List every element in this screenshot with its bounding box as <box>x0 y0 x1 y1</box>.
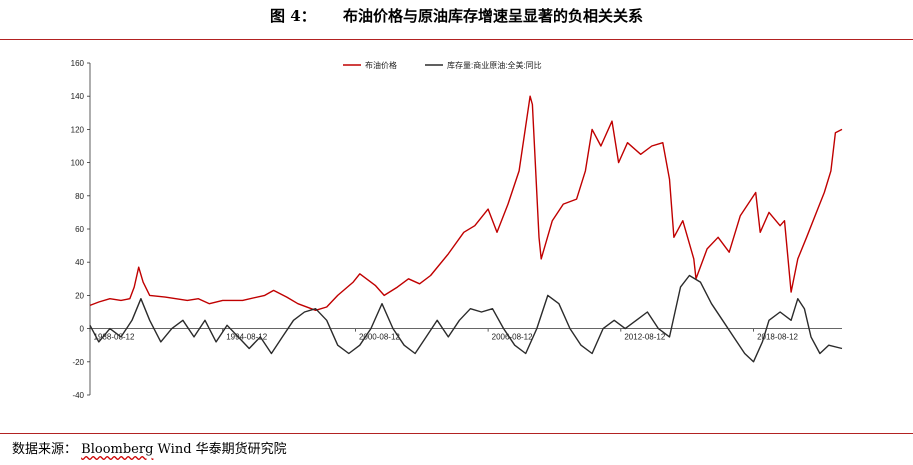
x-tick-label: 2006-08-12 <box>492 333 533 342</box>
legend-label-crude-inventory-yoy: 库存量:商业原油:全美:同比 <box>447 60 542 70</box>
source-prefix: 数据来源： <box>12 442 78 457</box>
series-line-crude-inventory-yoy <box>89 274 843 363</box>
figure-title: 图 4： 布油价格与原油库存增速呈显著的负相关关系 <box>0 5 913 26</box>
y-tick-label: 160 <box>71 59 85 68</box>
y-tick-label: 80 <box>75 192 84 201</box>
bottom-divider <box>0 433 913 434</box>
y-tick-label: 0 <box>80 325 85 334</box>
x-tick-label: 2000-08-12 <box>359 333 400 342</box>
figure-label: 图 4： <box>270 7 316 25</box>
y-tick-label: 60 <box>75 225 84 234</box>
figure-header: 图 4： 布油价格与原油库存增速呈显著的负相关关系 <box>0 0 913 34</box>
legend-label-brent-price: 布油价格 <box>365 60 397 70</box>
source-rest: Wind 华泰期货研究院 <box>157 442 287 457</box>
figure-title-text: 布油价格与原油库存增速呈显著的负相关关系 <box>342 7 643 25</box>
top-divider <box>0 39 913 40</box>
data-source: 数据来源： Bloomberg Wind 华泰期货研究院 <box>12 438 287 457</box>
y-tick-label: 140 <box>71 92 85 101</box>
x-tick-label: 1994-08-12 <box>226 333 267 342</box>
y-tick-label: -20 <box>72 358 84 367</box>
x-tick-label: 2018-08-12 <box>757 333 798 342</box>
y-tick-label: 120 <box>71 125 85 134</box>
series-line-brent-price <box>89 95 843 311</box>
x-tick-label: 1988-08-12 <box>94 333 135 342</box>
y-tick-label: 20 <box>75 291 84 300</box>
x-tick-label: 2012-08-12 <box>624 333 665 342</box>
y-tick-label: 100 <box>71 159 85 168</box>
y-tick-label: 40 <box>75 258 84 267</box>
y-tick-label: -40 <box>72 391 84 400</box>
source-bloomberg: Bloomberg <box>81 442 154 457</box>
chart: 160 140 120 100 80 60 40 20 0 -20 -40 1988-08-12 199… <box>71 59 843 400</box>
